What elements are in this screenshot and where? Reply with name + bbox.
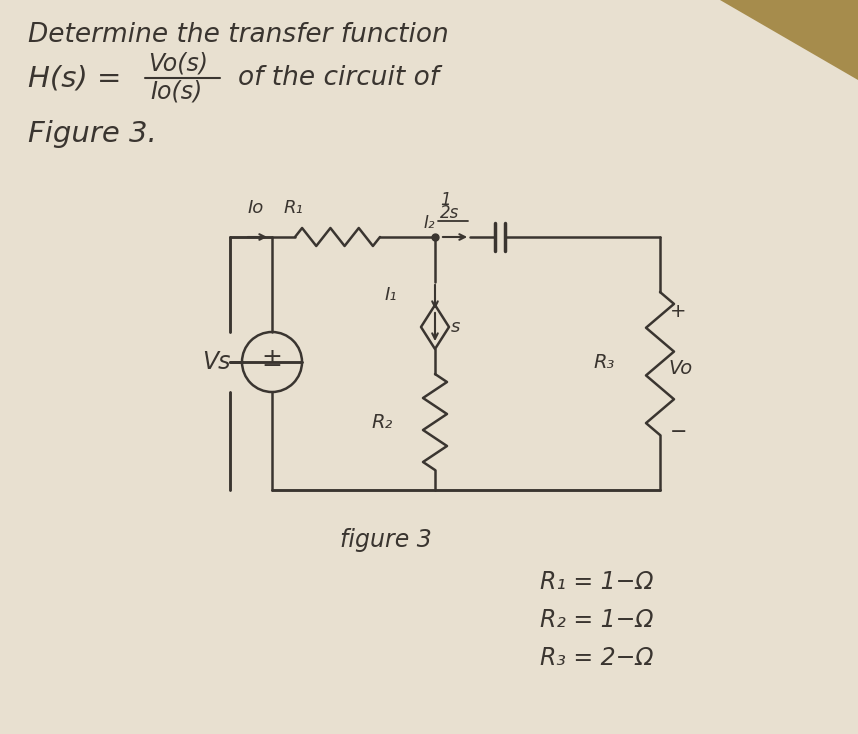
Text: R₃: R₃	[594, 354, 615, 372]
Text: s: s	[451, 318, 461, 336]
Text: H(s) =: H(s) =	[28, 65, 121, 93]
Text: Vo(s): Vo(s)	[148, 52, 208, 76]
Text: R₂: R₂	[372, 413, 393, 432]
Text: I₂: I₂	[424, 214, 436, 232]
Text: Figure 3.: Figure 3.	[28, 120, 157, 148]
Text: 2s: 2s	[440, 204, 459, 222]
Text: Vs: Vs	[202, 350, 231, 374]
Text: R₃ = 2−Ω: R₃ = 2−Ω	[540, 646, 654, 670]
Text: +: +	[670, 302, 686, 321]
Text: Io: Io	[248, 199, 264, 217]
Text: Determine the transfer function: Determine the transfer function	[28, 22, 449, 48]
Text: 1: 1	[440, 191, 450, 209]
Text: −: −	[670, 422, 687, 442]
Text: Io(s): Io(s)	[150, 80, 202, 104]
Text: R₁: R₁	[284, 199, 304, 217]
Text: of the circuit of: of the circuit of	[238, 65, 439, 91]
Text: Vo: Vo	[668, 358, 692, 377]
Text: I₁: I₁	[384, 286, 397, 304]
Text: R₂ = 1−Ω: R₂ = 1−Ω	[540, 608, 654, 632]
Text: figure 3: figure 3	[340, 528, 432, 552]
Text: ±: ±	[262, 347, 282, 371]
Text: R₁ = 1−Ω: R₁ = 1−Ω	[540, 570, 654, 594]
Polygon shape	[720, 0, 858, 80]
